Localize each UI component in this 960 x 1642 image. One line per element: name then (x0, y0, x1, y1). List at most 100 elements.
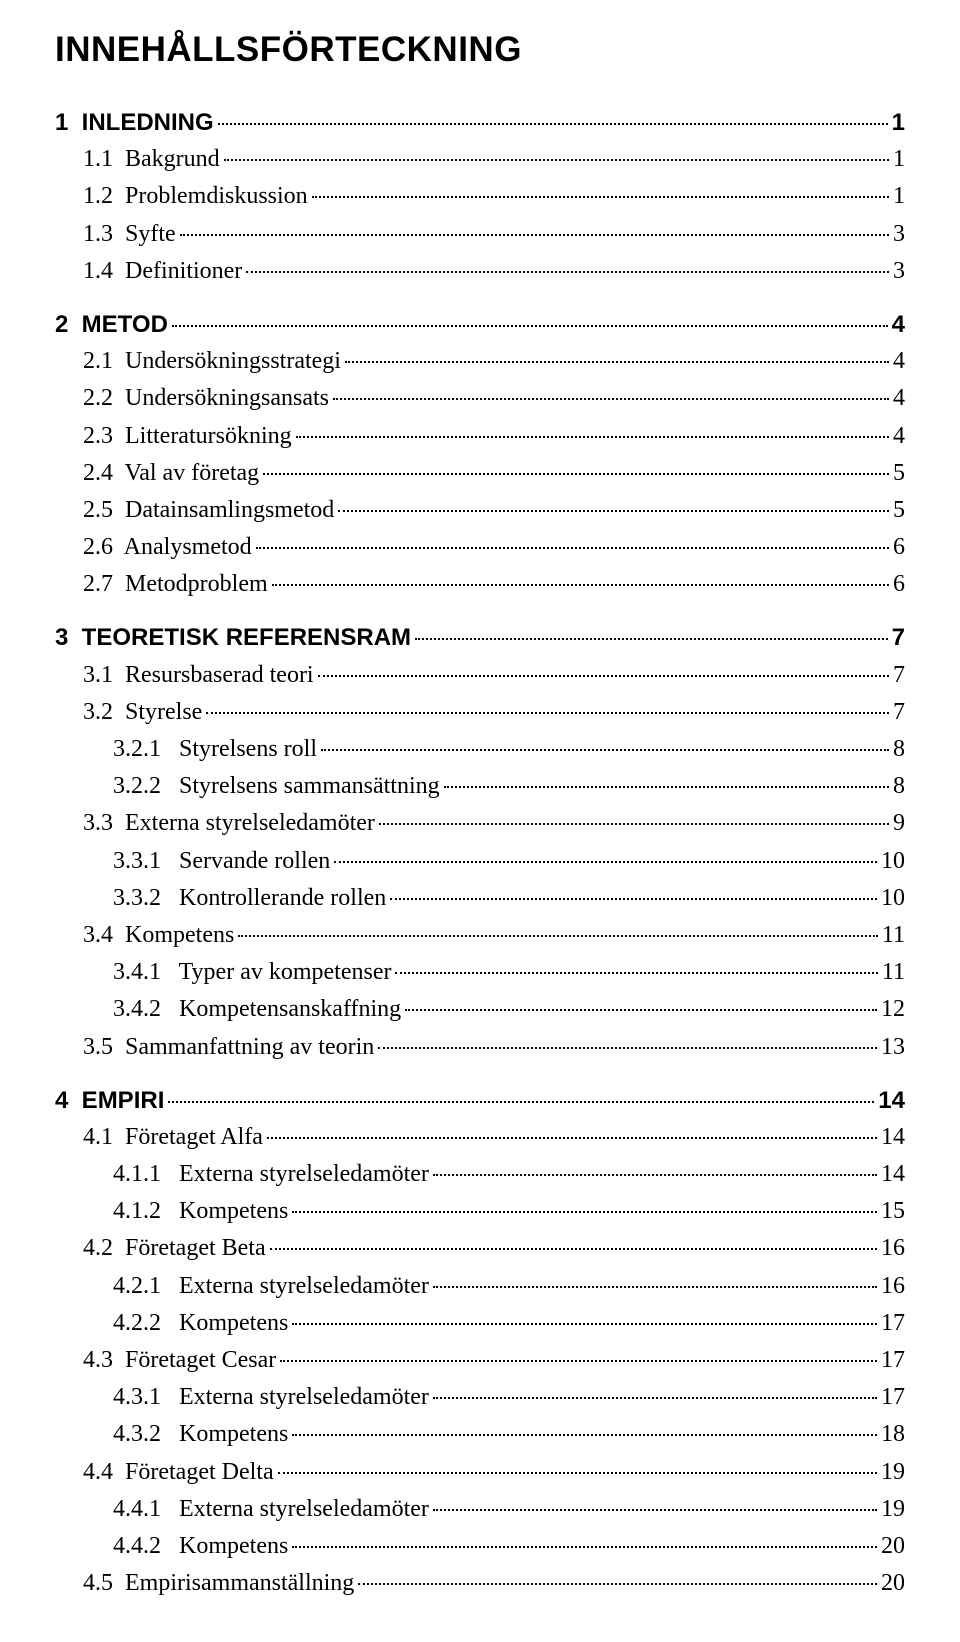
toc-entry-label: 1 INLEDNING (55, 104, 214, 141)
toc-chapter-row: 2 METOD 4 (55, 306, 905, 343)
toc-leader (180, 233, 889, 236)
toc-entry-label: 3.2.2 Styrelsens sammansättning (113, 768, 440, 805)
toc-page-number: 14 (878, 1082, 905, 1119)
toc-row: 3.3.1 Servande rollen10 (55, 843, 905, 880)
toc-row: 4.2 Företaget Beta 16 (55, 1230, 905, 1267)
toc-page-number: 7 (893, 694, 905, 731)
toc-leader (444, 785, 889, 788)
toc-row: 1.2 Problemdiskussion 1 (55, 178, 905, 215)
toc-entry-label: 4.4.1 Externa styrelseledamöter (113, 1491, 429, 1528)
toc-entry-label: 3.4.1 Typer av kompetenser (113, 954, 391, 991)
toc-row: 4.4.2 Kompetens 20 (55, 1528, 905, 1565)
toc-leader (379, 822, 889, 825)
toc-page-number: 1 (893, 178, 905, 215)
toc-page-number: 20 (881, 1565, 905, 1602)
toc-leader (292, 1210, 877, 1213)
toc-leader (433, 1508, 877, 1511)
toc-chapter-row: 1 INLEDNING 1 (55, 104, 905, 141)
toc-page-number: 15 (881, 1193, 905, 1230)
toc-page-number: 19 (881, 1491, 905, 1528)
toc-row: 3.1 Resursbaserad teori7 (55, 657, 905, 694)
toc-page-number: 6 (893, 529, 905, 566)
toc-leader (321, 748, 889, 751)
toc-page-number: 17 (881, 1379, 905, 1416)
toc-page-number: 18 (881, 1416, 905, 1453)
toc-entry-label: 3.4 Kompetens (83, 917, 234, 954)
toc-entry-label: 1.3 Syfte (83, 216, 176, 253)
toc-root: 1 INLEDNING11.1 Bakgrund11.2 Problemdisk… (55, 104, 905, 1602)
toc-page-number: 10 (881, 880, 905, 917)
toc-entry-label: 3.1 Resursbaserad teori (83, 657, 314, 694)
toc-page-number: 17 (881, 1305, 905, 1342)
toc-page-number: 1 (892, 104, 905, 141)
toc-leader (433, 1173, 877, 1176)
toc-entry-label: 2.4 Val av företag (83, 455, 259, 492)
toc-entry-label: 4.1.1 Externa styrelseledamöter (113, 1156, 429, 1193)
toc-page-number: 20 (881, 1528, 905, 1565)
toc-row: 2.5 Datainsamlingsmetod5 (55, 492, 905, 529)
toc-page-number: 5 (893, 455, 905, 492)
toc-page-number: 1 (893, 141, 905, 178)
toc-entry-label: 3.2.1 Styrelsens roll (113, 731, 317, 768)
toc-page-number: 19 (881, 1454, 905, 1491)
toc-row: 4.3.2 Kompetens18 (55, 1416, 905, 1453)
toc-leader (390, 897, 877, 900)
toc-entry-label: 4.2 Företaget Beta (83, 1230, 266, 1267)
toc-row: 2.7 Metodproblem 6 (55, 566, 905, 603)
toc-entry-label: 4 EMPIRI (55, 1082, 164, 1119)
toc-leader (292, 1433, 877, 1436)
toc-row: 3.2.1 Styrelsens roll8 (55, 731, 905, 768)
toc-leader (433, 1285, 877, 1288)
toc-leader (267, 1136, 877, 1139)
toc-entry-label: 3.3.2 Kontrollerande rollen (113, 880, 386, 917)
toc-leader (345, 360, 889, 363)
toc-entry-label: 2 METOD (55, 306, 168, 343)
toc-row: 3.2.2 Styrelsens sammansättning 8 (55, 768, 905, 805)
toc-entry-label: 3.3.1 Servande rollen (113, 843, 330, 880)
toc-entry-label: 1.2 Problemdiskussion (83, 178, 308, 215)
toc-leader (433, 1396, 877, 1399)
toc-leader (358, 1582, 877, 1585)
toc-leader (378, 1046, 877, 1049)
toc-entry-label: 2.3 Litteratursökning (83, 418, 292, 455)
toc-row: 2.6 Analysmetod6 (55, 529, 905, 566)
toc-leader (338, 509, 889, 512)
toc-leader (333, 397, 889, 400)
toc-page-number: 4 (893, 380, 905, 417)
toc-row: 3.4.2 Kompetensanskaffning12 (55, 991, 905, 1028)
toc-entry-label: 3 TEORETISK REFERENSRAM (55, 619, 411, 656)
toc-entry-label: 4.4 Företaget Delta (83, 1454, 274, 1491)
toc-row: 4.2.1 Externa styrelseledamöter16 (55, 1268, 905, 1305)
toc-page-number: 8 (893, 768, 905, 805)
toc-entry-label: 1.1 Bakgrund (83, 141, 220, 178)
toc-leader (206, 711, 889, 714)
toc-page-number: 4 (892, 306, 905, 343)
toc-block: 1 INLEDNING11.1 Bakgrund11.2 Problemdisk… (55, 104, 905, 290)
toc-leader (256, 546, 889, 549)
toc-entry-label: 2.2 Undersökningsansats (83, 380, 329, 417)
toc-leader (292, 1322, 877, 1325)
toc-page-number: 4 (893, 418, 905, 455)
toc-chapter-row: 4 EMPIRI 14 (55, 1082, 905, 1119)
toc-entry-label: 4.2.1 Externa styrelseledamöter (113, 1268, 429, 1305)
toc-title: INNEHÅLLSFÖRTECKNING (55, 30, 905, 70)
toc-chapter-row: 3 TEORETISK REFERENSRAM7 (55, 619, 905, 656)
toc-row: 4.3 Företaget Cesar17 (55, 1342, 905, 1379)
toc-row: 2.2 Undersökningsansats 4 (55, 380, 905, 417)
toc-page-number: 14 (881, 1156, 905, 1193)
toc-page-number: 16 (881, 1230, 905, 1267)
toc-row: 3.4 Kompetens11 (55, 917, 905, 954)
toc-entry-label: 2.5 Datainsamlingsmetod (83, 492, 334, 529)
toc-entry-label: 4.4.2 Kompetens (113, 1528, 288, 1565)
toc-leader (280, 1359, 877, 1362)
toc-leader (172, 324, 888, 327)
toc-leader (224, 158, 889, 161)
toc-entry-label: 3.3 Externa styrelseledamöter (83, 805, 375, 842)
toc-entry-label: 3.2 Styrelse (83, 694, 202, 731)
toc-entry-label: 1.4 Definitioner (83, 253, 242, 290)
toc-row: 1.4 Definitioner3 (55, 253, 905, 290)
toc-entry-label: 4.1 Företaget Alfa (83, 1119, 263, 1156)
toc-page-number: 6 (893, 566, 905, 603)
toc-entry-label: 4.3 Företaget Cesar (83, 1342, 276, 1379)
toc-entry-label: 2.7 Metodproblem (83, 566, 268, 603)
